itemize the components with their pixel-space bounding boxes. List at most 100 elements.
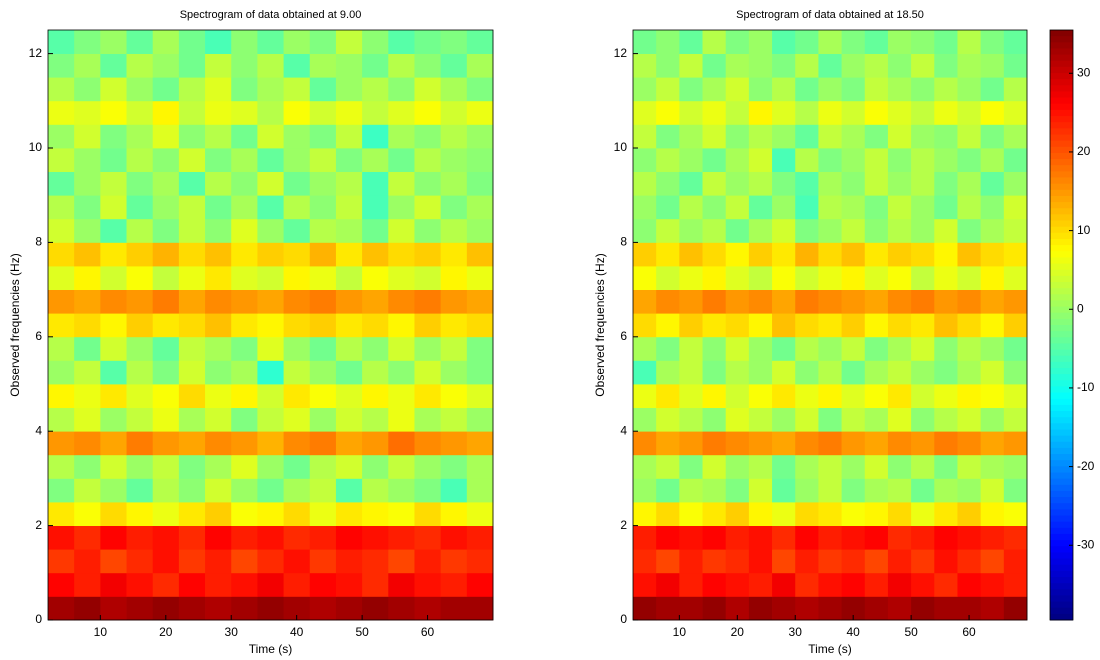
heatmap-cell (841, 549, 866, 574)
heatmap-cell (362, 384, 389, 408)
heatmap-cell (335, 53, 363, 78)
heatmap-cell (818, 77, 842, 102)
heatmap-cell (818, 195, 842, 220)
heatmap-cell (48, 266, 75, 290)
heatmap-cell (414, 53, 442, 78)
heatmap-cell (679, 572, 703, 597)
heatmap-cell (414, 313, 442, 338)
heatmap-cell (466, 30, 494, 54)
heatmap-cell (466, 549, 494, 574)
heatmap-cell (887, 525, 912, 550)
heatmap-cell (440, 549, 468, 574)
heatmap-cell (980, 266, 1005, 290)
colorbar-tick-label: 20 (1077, 144, 1091, 158)
heatmap-cell (414, 572, 442, 597)
heatmap-cell (818, 30, 842, 54)
colorbar-swatch (1050, 177, 1073, 185)
colorbar-swatch (1050, 312, 1073, 320)
colorbar-swatch (1050, 300, 1073, 308)
heatmap-cell (283, 218, 311, 243)
heatmap-cell (414, 124, 442, 149)
heatmap-cell (466, 77, 494, 102)
heatmap-cell (702, 266, 727, 290)
heatmap-cell (702, 549, 727, 574)
heatmap-cell (679, 360, 703, 385)
colorbar-tick-label: 10 (1077, 223, 1091, 237)
heatmap-cell (388, 502, 415, 526)
heatmap-cell (152, 289, 180, 314)
heatmap-cell (887, 124, 912, 149)
heatmap-cell (466, 525, 494, 550)
heatmap-cell (725, 289, 750, 314)
heatmap-cell (388, 525, 415, 550)
heatmap-cell (818, 384, 842, 408)
heatmap-cell (795, 30, 819, 54)
colorbar-swatch (1050, 613, 1073, 621)
heatmap-cell (1003, 148, 1028, 172)
heatmap-cell (74, 242, 101, 267)
heatmap-cell (772, 502, 796, 526)
heatmap-cell (362, 53, 389, 78)
heatmap-cell (335, 100, 363, 125)
heatmap-cell (725, 171, 750, 196)
heatmap-cell (656, 384, 680, 408)
heatmap-cell (795, 407, 819, 432)
colorbar-tick-label: -10 (1077, 380, 1095, 394)
heatmap-cell (887, 384, 912, 408)
heatmap-cell (841, 266, 866, 290)
colorbar-swatch (1050, 208, 1073, 215)
heatmap-cell (126, 478, 154, 503)
colorbar-tick-label: -30 (1077, 537, 1095, 551)
heatmap-cell (795, 313, 819, 338)
colorbar-swatch (1050, 109, 1073, 117)
heatmap-cell (152, 148, 180, 172)
heatmap-cell (725, 478, 750, 503)
heatmap-cell (205, 195, 232, 220)
heatmap-cell (633, 360, 657, 385)
heatmap-cell (74, 218, 101, 243)
y-tick-label: 2 (35, 518, 42, 532)
heatmap-cell (283, 100, 311, 125)
heatmap-cell (74, 502, 101, 526)
heatmap-cell (309, 242, 337, 267)
heatmap-cell (818, 454, 842, 479)
heatmap-cell (679, 195, 703, 220)
heatmap-cell (725, 525, 750, 550)
heatmap-cell (178, 242, 206, 267)
heatmap-cell (633, 502, 657, 526)
heatmap-cell (205, 525, 232, 550)
heatmap-cell (911, 384, 935, 408)
heatmap-cell (335, 454, 363, 479)
heatmap-cell (414, 525, 442, 550)
heatmap-cell (152, 478, 180, 503)
heatmap-cell (957, 431, 982, 456)
heatmap-cell (152, 266, 180, 290)
heatmap-cell (818, 549, 842, 574)
heatmap-cell (957, 525, 982, 550)
heatmap-cell (679, 77, 703, 102)
heatmap-cell (818, 100, 842, 125)
heatmap-cell (126, 407, 154, 432)
heatmap-cell (466, 336, 494, 361)
colorbar-swatch (1050, 214, 1073, 222)
heatmap-cell (980, 360, 1005, 385)
heatmap-cell (841, 384, 866, 408)
heatmap-cell (1003, 384, 1028, 408)
heatmap-cell (748, 195, 773, 220)
heatmap-cell (864, 266, 889, 290)
heatmap-cell (772, 431, 796, 456)
colorbar-swatch (1050, 48, 1073, 56)
heatmap-cell (957, 53, 982, 78)
heatmap-cell (100, 525, 127, 550)
heatmap-cell (725, 53, 750, 78)
heatmap-cell (283, 242, 311, 267)
heatmap-cell (126, 313, 154, 338)
colorbar-swatch (1050, 269, 1073, 277)
heatmap-cell (48, 454, 75, 479)
heatmap-cell (1003, 124, 1028, 149)
heatmap-cell (74, 360, 101, 385)
heatmap-cell (633, 100, 657, 125)
heatmap-cell (335, 218, 363, 243)
heatmap-cell (818, 124, 842, 149)
heatmap-cell (864, 478, 889, 503)
